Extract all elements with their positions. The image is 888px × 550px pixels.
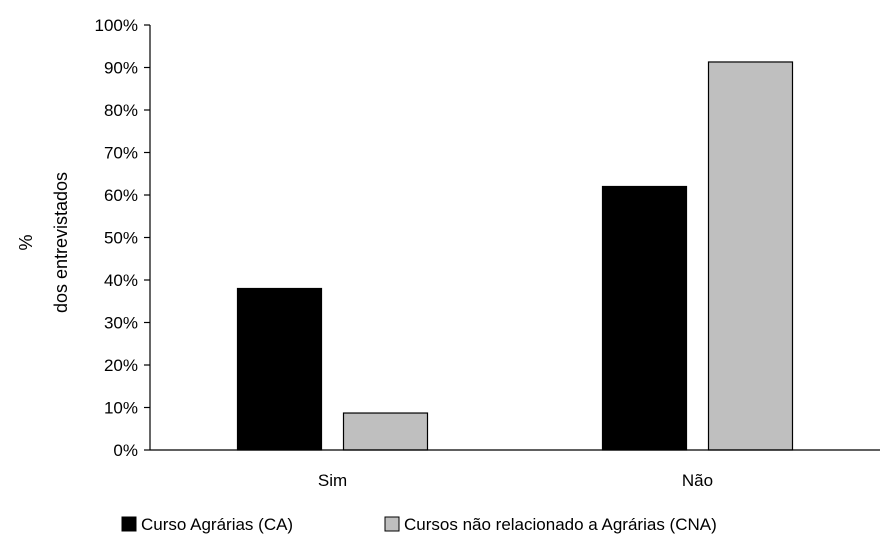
- y-tick-label: 40%: [104, 271, 138, 290]
- y-tick-label: 10%: [104, 399, 138, 418]
- y-axis-ticks: 0% 10% 20% 30% 40% 50% 60% 70% 80% 90% 100%: [95, 16, 150, 460]
- legend-label-ca: Curso Agrárias (CA): [141, 515, 293, 534]
- y-tick-label: 20%: [104, 356, 138, 375]
- y-tick-label: 60%: [104, 186, 138, 205]
- y-tick-label: 50%: [104, 229, 138, 248]
- bar-ca-0: [236, 287, 323, 451]
- legend: Curso Agrárias (CA) Cursos não relacionad…: [121, 515, 717, 534]
- x-tick-label: Não: [682, 471, 713, 490]
- legend-label-cna: Cursos não relacionado a Agrárias (CNA): [404, 515, 717, 534]
- legend-swatch-ca: [121, 516, 137, 532]
- bars: [236, 61, 794, 451]
- y-tick-label: 0%: [113, 441, 138, 460]
- y-tick-label: 80%: [104, 101, 138, 120]
- y-axis-title-line-2: dos entrevistados: [51, 172, 71, 313]
- legend-swatch-cna: [384, 516, 400, 532]
- y-tick-label: 100%: [95, 16, 138, 35]
- y-tick-label: 30%: [104, 314, 138, 333]
- y-axis-title-line-1: %: [16, 234, 36, 250]
- x-tick-label: Sim: [318, 471, 347, 490]
- y-tick-label: 90%: [104, 59, 138, 78]
- y-tick-label: 70%: [104, 144, 138, 163]
- bar-cna-1: [707, 61, 794, 451]
- x-axis-labels: Sim Não: [318, 471, 713, 490]
- axes: [149, 25, 880, 451]
- bar-ca-1: [601, 185, 688, 451]
- bar-cna-0: [342, 412, 429, 451]
